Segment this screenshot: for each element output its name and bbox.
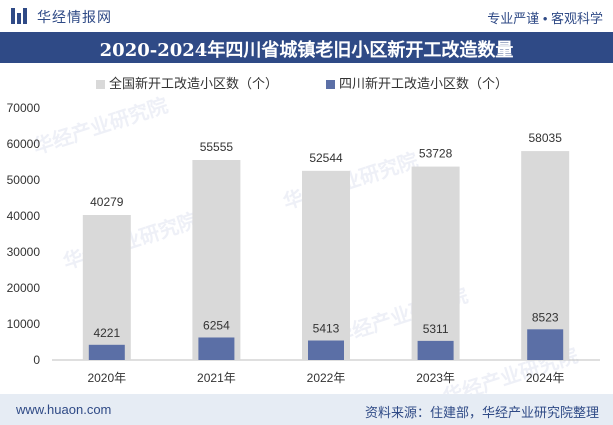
footer-source: 资料来源：住建部，华经产业研究院整理 (364, 405, 599, 420)
x-tick-label: 2023年 (416, 371, 455, 385)
footer-url[interactable]: www.huaon.com (16, 402, 112, 417)
legend-label-national: 全国新开工改造小区数（个） (109, 76, 279, 91)
brand-name: 华经情报网 (37, 9, 112, 25)
x-tick-label: 2020年 (87, 371, 126, 385)
footer: www.huaon.com 资料来源：住建部，华经产业研究院整理 (0, 394, 613, 425)
bar-sichuan (527, 329, 564, 360)
bar-national (192, 160, 241, 360)
y-tick-label: 30000 (7, 245, 41, 259)
data-label-sichuan: 5413 (313, 322, 340, 336)
bar-chart: 0 10000 20000 30000 40000 50000 60000 70000 4027… (7, 101, 600, 385)
logo-icon (11, 8, 29, 24)
x-tick-label: 2021年 (197, 371, 236, 385)
legend-item-national: 全国新开工改造小区数（个） (96, 73, 278, 92)
data-label-national: 52544 (309, 151, 343, 165)
legend-item-sichuan: 四川新开工改造小区数（个） (326, 73, 508, 92)
legend-swatch-national (96, 80, 105, 90)
bar-sichuan (198, 337, 235, 360)
y-tick-label: 0 (33, 353, 40, 367)
legend-swatch-sichuan (326, 80, 335, 90)
bar-sichuan (88, 344, 125, 360)
bar-national (82, 214, 131, 360)
bar-national (411, 166, 460, 360)
x-tick-label: 2022年 (307, 371, 346, 385)
data-label-sichuan: 5311 (423, 322, 449, 336)
slogan: 专业严谨 • 客观科学 (487, 11, 603, 26)
data-label-national: 53728 (419, 147, 453, 161)
data-label-national: 58035 (529, 131, 563, 145)
y-tick-label: 60000 (7, 137, 41, 151)
bar-national (521, 151, 570, 360)
bar-sichuan (308, 340, 344, 360)
y-tick-label: 10000 (7, 317, 41, 331)
bar-national (302, 170, 350, 360)
y-tick-label: 40000 (7, 209, 41, 223)
chart-legend: 全国新开工改造小区数（个） 四川新开工改造小区数（个） (0, 70, 613, 92)
chart-title: 2020-2024年四川省城镇老旧小区新开工改造数量 (99, 40, 514, 61)
legend-label-sichuan: 四川新开工改造小区数（个） (339, 76, 509, 91)
data-label-national: 40279 (90, 195, 124, 209)
data-label-sichuan: 4221 (93, 326, 120, 340)
data-label-national: 55555 (200, 140, 234, 154)
data-label-sichuan: 8523 (532, 310, 559, 324)
y-tick-label: 20000 (7, 281, 41, 295)
data-label-sichuan: 6254 (203, 318, 230, 332)
top-bar: 华经情报网 专业严谨 • 客观科学 (0, 0, 613, 32)
x-tick-label: 2024年 (526, 371, 565, 385)
bar-sichuan (417, 340, 454, 360)
y-tick-label: 70000 (7, 101, 41, 115)
title-bar: 2020-2024年四川省城镇老旧小区新开工改造数量 (0, 32, 613, 63)
y-tick-label: 50000 (7, 173, 41, 187)
